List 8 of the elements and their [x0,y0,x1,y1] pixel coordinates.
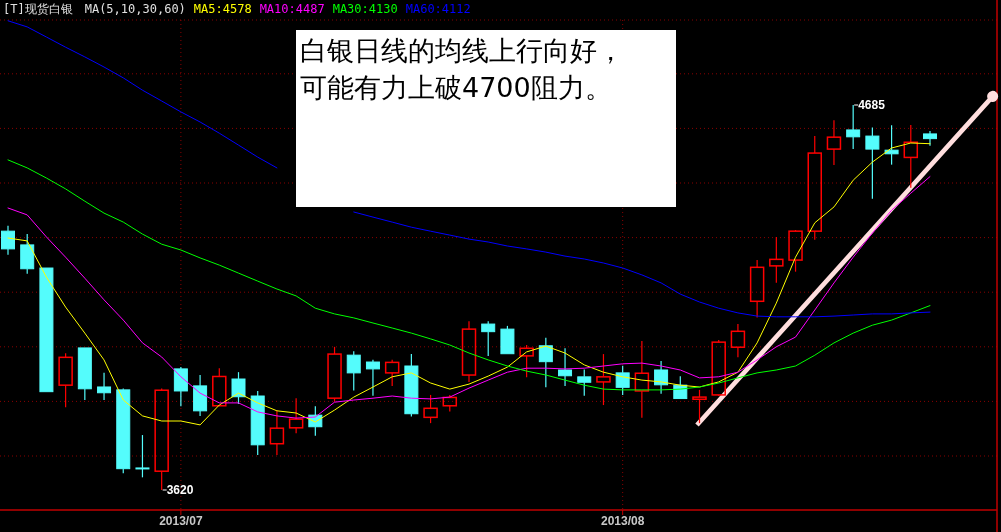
note: 白银日线的均线上行向好，可能有力上破4700阻力。 [296,30,676,207]
annotation: 4685 [858,98,886,112]
x-tick-label: 2013/08 [600,514,645,528]
x-tick-label: 2013/07 [159,514,203,528]
legend: MA(5,10,30,60) MA5:4578 MA10:4487 MA30:4130 MA60:4112 [84,2,471,16]
chart-title: [T]现货白银 [3,2,73,16]
price-label: 4685 [853,98,885,112]
price-label: 3620 [162,483,194,497]
